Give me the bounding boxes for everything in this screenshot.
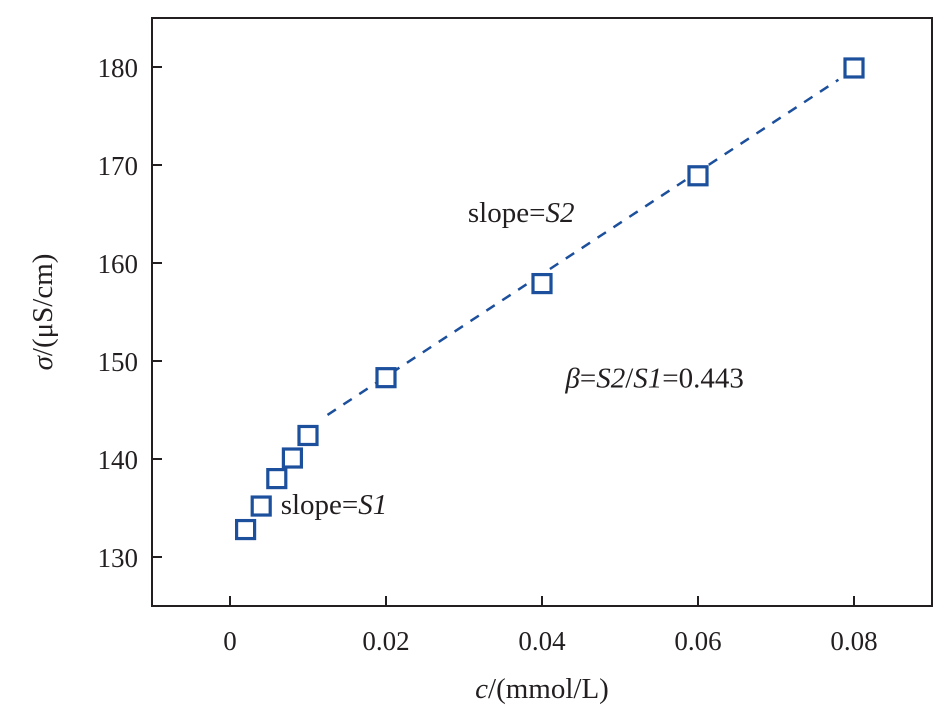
- y-axis-unit: /(μS/cm): [27, 254, 59, 357]
- y-axis-ticks: 130 140 150 160 170 180: [98, 53, 162, 573]
- data-point: [375, 367, 397, 389]
- annotation-part: =: [580, 362, 596, 394]
- y-tick-label: 150: [98, 347, 139, 377]
- data-point: [687, 165, 709, 187]
- fit-line: [326, 78, 840, 416]
- x-axis-unit: /(mmol/L): [488, 673, 609, 705]
- y-tick-label: 170: [98, 151, 139, 181]
- x-axis-ticks: 0 0.02 0.04 0.06 0.08: [223, 596, 878, 656]
- y-tick-label: 130: [98, 543, 139, 573]
- data-point: [531, 272, 553, 295]
- annotation-part: slope=: [468, 197, 546, 229]
- y-axis-title: σ/(μS/cm): [27, 254, 59, 371]
- data-point: [235, 518, 257, 541]
- annotation-part: S1: [633, 362, 662, 394]
- x-axis-var: c: [475, 673, 488, 705]
- annotation-part: β: [564, 362, 580, 394]
- annotation-part: slope=: [281, 489, 359, 521]
- data-points: [235, 57, 865, 541]
- annotation-part: S1: [358, 489, 387, 521]
- x-tick-label: 0.04: [518, 626, 566, 656]
- y-tick-label: 160: [98, 249, 139, 279]
- y-tick-label: 180: [98, 53, 139, 83]
- x-axis-title: c/(mmol/L): [475, 673, 609, 705]
- data-point: [843, 57, 865, 79]
- data-point: [250, 495, 272, 517]
- data-point: [297, 424, 319, 447]
- data-point: [266, 468, 288, 490]
- annotation-s2: slope=S2: [468, 197, 575, 229]
- x-tick-label: 0.08: [830, 626, 877, 656]
- x-tick-label: 0.06: [674, 626, 721, 656]
- plot-frame: [151, 17, 933, 607]
- x-tick-label: 0.02: [362, 626, 409, 656]
- annotation-part: S2: [596, 362, 625, 394]
- annotation-part: /: [625, 362, 634, 394]
- annotation-s1: slope=S1: [281, 489, 388, 521]
- annotation-beta: β=S2/S1=0.443: [564, 362, 743, 394]
- x-tick-label: 0: [223, 626, 237, 656]
- data-point: [281, 447, 303, 469]
- y-axis-var: σ: [27, 354, 59, 370]
- y-tick-label: 140: [98, 445, 139, 475]
- annotation-part: S2: [545, 197, 574, 229]
- annotation-part: =0.443: [662, 362, 744, 394]
